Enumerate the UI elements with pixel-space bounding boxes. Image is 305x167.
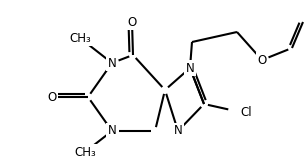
Text: O: O [47, 91, 57, 104]
Text: N: N [186, 61, 194, 74]
Text: N: N [174, 125, 182, 137]
Text: CH₃: CH₃ [69, 32, 91, 44]
Text: O: O [127, 16, 137, 29]
Text: N: N [108, 125, 117, 137]
Text: N: N [108, 56, 117, 69]
Text: Cl: Cl [240, 106, 252, 119]
Text: O: O [257, 53, 267, 66]
Text: CH₃: CH₃ [74, 145, 96, 158]
